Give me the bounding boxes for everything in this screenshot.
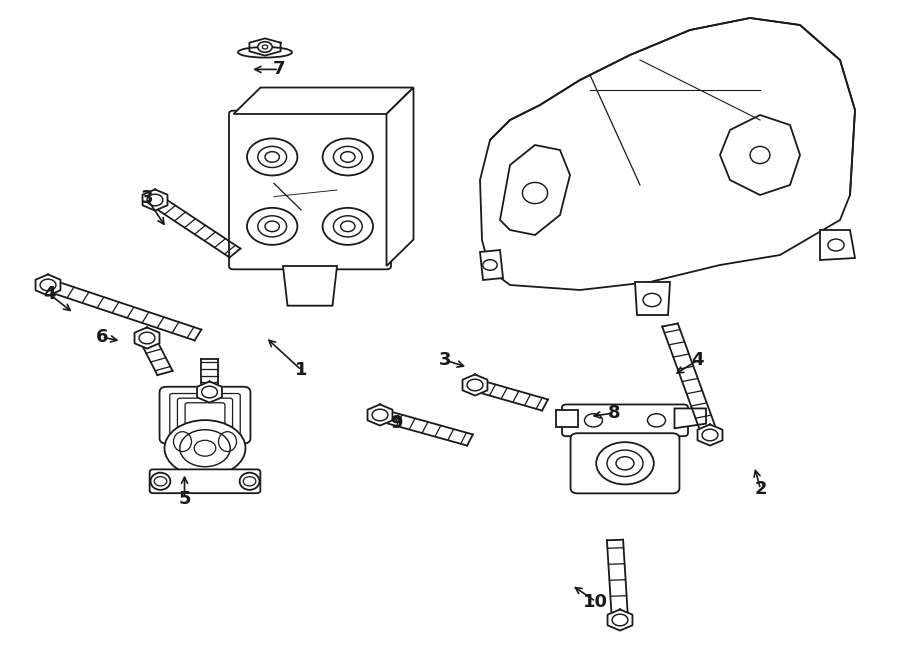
Polygon shape (142, 190, 167, 211)
Text: 8: 8 (608, 404, 620, 422)
Circle shape (257, 215, 286, 237)
Ellipse shape (165, 420, 246, 477)
FancyBboxPatch shape (149, 469, 260, 493)
Text: 4: 4 (43, 285, 56, 303)
Circle shape (257, 42, 272, 52)
Circle shape (322, 138, 373, 175)
Polygon shape (463, 374, 488, 395)
Polygon shape (249, 38, 281, 56)
Text: 9: 9 (390, 414, 402, 432)
Text: 5: 5 (178, 490, 191, 508)
Polygon shape (500, 145, 570, 235)
Polygon shape (386, 87, 413, 266)
FancyBboxPatch shape (562, 405, 688, 436)
Circle shape (247, 138, 297, 175)
Circle shape (247, 208, 297, 245)
Ellipse shape (238, 47, 292, 58)
Circle shape (333, 146, 362, 167)
FancyBboxPatch shape (159, 387, 250, 444)
FancyBboxPatch shape (571, 433, 680, 493)
Text: 3: 3 (439, 351, 452, 369)
Circle shape (322, 208, 373, 245)
Polygon shape (480, 18, 855, 290)
Circle shape (333, 215, 362, 237)
Polygon shape (635, 282, 670, 315)
Polygon shape (480, 250, 503, 280)
Polygon shape (283, 266, 337, 305)
Polygon shape (134, 327, 159, 348)
Text: 6: 6 (95, 328, 108, 346)
Polygon shape (35, 274, 60, 295)
Polygon shape (720, 115, 800, 195)
Polygon shape (367, 405, 392, 426)
Text: 2: 2 (754, 480, 767, 498)
Text: 1: 1 (295, 361, 308, 379)
Ellipse shape (150, 473, 170, 490)
Polygon shape (197, 381, 222, 403)
Circle shape (257, 146, 286, 167)
Text: 10: 10 (583, 592, 608, 611)
Bar (555, 410, 578, 427)
Polygon shape (820, 230, 855, 260)
Polygon shape (608, 609, 633, 631)
Ellipse shape (239, 473, 259, 490)
Text: 7: 7 (273, 60, 285, 79)
Text: 4: 4 (691, 351, 704, 369)
Polygon shape (233, 87, 413, 114)
Polygon shape (674, 408, 706, 428)
Polygon shape (698, 424, 723, 446)
Text: 3: 3 (140, 189, 153, 208)
FancyBboxPatch shape (229, 110, 391, 269)
Circle shape (596, 442, 653, 485)
